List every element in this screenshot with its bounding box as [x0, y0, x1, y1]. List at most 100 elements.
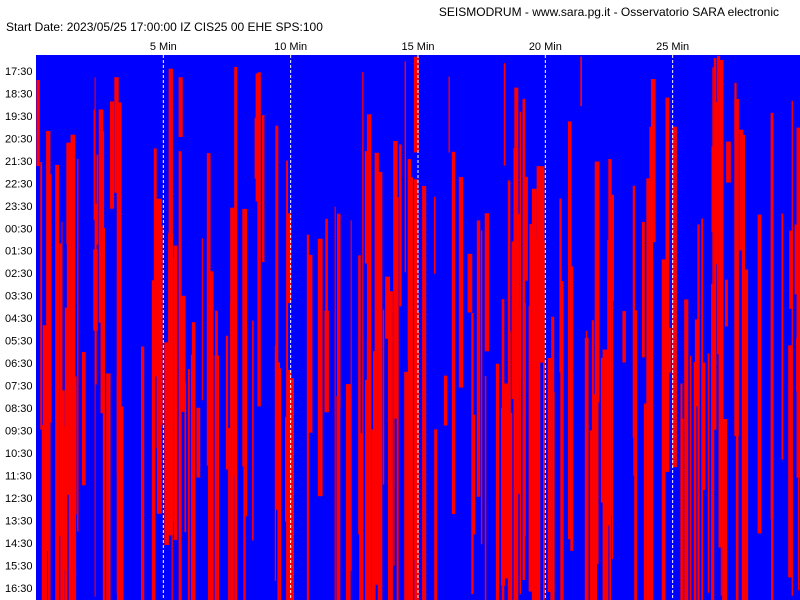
trace-streak	[277, 368, 282, 600]
trace-streak	[722, 419, 728, 600]
trace-streak	[242, 208, 247, 467]
trace-streak	[646, 178, 651, 600]
trace-streak	[71, 429, 77, 600]
trace-streak	[471, 414, 476, 535]
trace-streak	[649, 260, 654, 600]
trace-streak	[61, 405, 64, 600]
trace-streak	[372, 434, 376, 600]
trace-streak	[225, 335, 229, 470]
trace-streak	[184, 381, 187, 533]
trace-streak	[102, 227, 105, 600]
trace-streak	[743, 269, 749, 600]
trace-streak	[547, 358, 552, 592]
trace-streak	[662, 384, 665, 462]
trace-streak	[289, 378, 294, 600]
trace-streak	[275, 125, 279, 510]
trace-streak	[98, 109, 104, 323]
trace-texture	[36, 55, 800, 600]
trace-streak	[153, 148, 157, 377]
trace-streak	[693, 362, 697, 600]
x-tick-label: 15 Min	[401, 41, 434, 53]
y-tick-label: 21:30	[5, 156, 33, 168]
trace-streak	[230, 301, 234, 600]
trace-streak	[94, 203, 97, 385]
trace-streak	[443, 375, 448, 426]
trace-streak	[503, 63, 506, 166]
trace-streak	[359, 433, 364, 600]
trace-streak	[781, 213, 784, 460]
trace-streak	[404, 61, 406, 273]
trace-streak	[64, 307, 68, 600]
trace-streak	[413, 56, 419, 153]
trace-streak	[718, 59, 724, 548]
trace-streak	[55, 184, 58, 263]
trace-streak	[110, 101, 115, 209]
trace-streak	[797, 383, 799, 591]
trace-streak	[409, 177, 413, 600]
trace-streak	[178, 77, 183, 137]
y-tick-label: 09:30	[5, 426, 33, 438]
trace-streak	[735, 323, 739, 600]
trace-streak	[404, 371, 408, 600]
trace-streak	[337, 213, 341, 409]
y-tick-label: 18:30	[5, 88, 33, 100]
trace-streak	[519, 309, 522, 378]
trace-streak	[649, 126, 653, 382]
y-tick-label: 04:30	[5, 313, 33, 325]
trace-streak	[364, 151, 369, 264]
trace-streak	[680, 418, 684, 600]
y-tick-label: 03:30	[5, 291, 33, 303]
trace-streak	[358, 255, 361, 535]
trace-streak	[484, 213, 490, 352]
trace-streak	[385, 276, 390, 339]
trace-streak	[600, 357, 605, 503]
trace-streak	[287, 370, 292, 600]
trace-streak	[570, 266, 574, 551]
trace-streak	[789, 230, 793, 309]
trace-streak	[713, 102, 719, 265]
trace-streak	[96, 154, 99, 245]
trace-streak	[580, 56, 582, 107]
trace-streak	[346, 384, 351, 600]
x-tick-label: 25 Min	[656, 41, 689, 53]
trace-streak	[47, 396, 51, 600]
trace-streak	[594, 161, 600, 403]
trace-streak	[596, 310, 600, 396]
trace-streak	[46, 235, 51, 390]
trace-streak	[206, 153, 211, 466]
trace-streak	[788, 345, 792, 578]
trace-streak	[399, 144, 402, 307]
trace-streak	[243, 412, 246, 600]
trace-streak	[593, 394, 597, 600]
y-tick-label: 11:30	[5, 471, 32, 483]
trace-streak	[672, 126, 677, 468]
trace-streak	[367, 176, 369, 600]
trace-streak	[484, 376, 487, 600]
trace-streak	[634, 310, 637, 600]
trace-streak	[234, 67, 238, 600]
trace-streak	[336, 396, 341, 600]
trace-streak	[448, 76, 450, 153]
trace-streak	[307, 254, 313, 433]
trace-streak	[591, 320, 594, 600]
trace-streak	[701, 362, 706, 490]
trace-streak	[539, 166, 545, 363]
trace-streak	[422, 185, 427, 600]
trace-streak	[433, 196, 436, 274]
trace-streak	[513, 266, 517, 600]
trace-streak	[377, 171, 383, 600]
trace-streak	[734, 99, 739, 436]
y-tick-label: 10:30	[5, 448, 33, 460]
trace-streak	[794, 224, 800, 295]
trace-streak	[632, 185, 636, 438]
trace-streak	[41, 425, 45, 600]
trace-streak	[650, 79, 656, 243]
trace-streak	[796, 338, 800, 392]
trace-streak	[285, 416, 289, 522]
trace-streak	[252, 320, 254, 541]
trace-streak	[396, 197, 399, 600]
trace-streak	[536, 166, 541, 600]
y-tick-label: 12:30	[5, 493, 33, 505]
trace-streak	[245, 220, 247, 517]
